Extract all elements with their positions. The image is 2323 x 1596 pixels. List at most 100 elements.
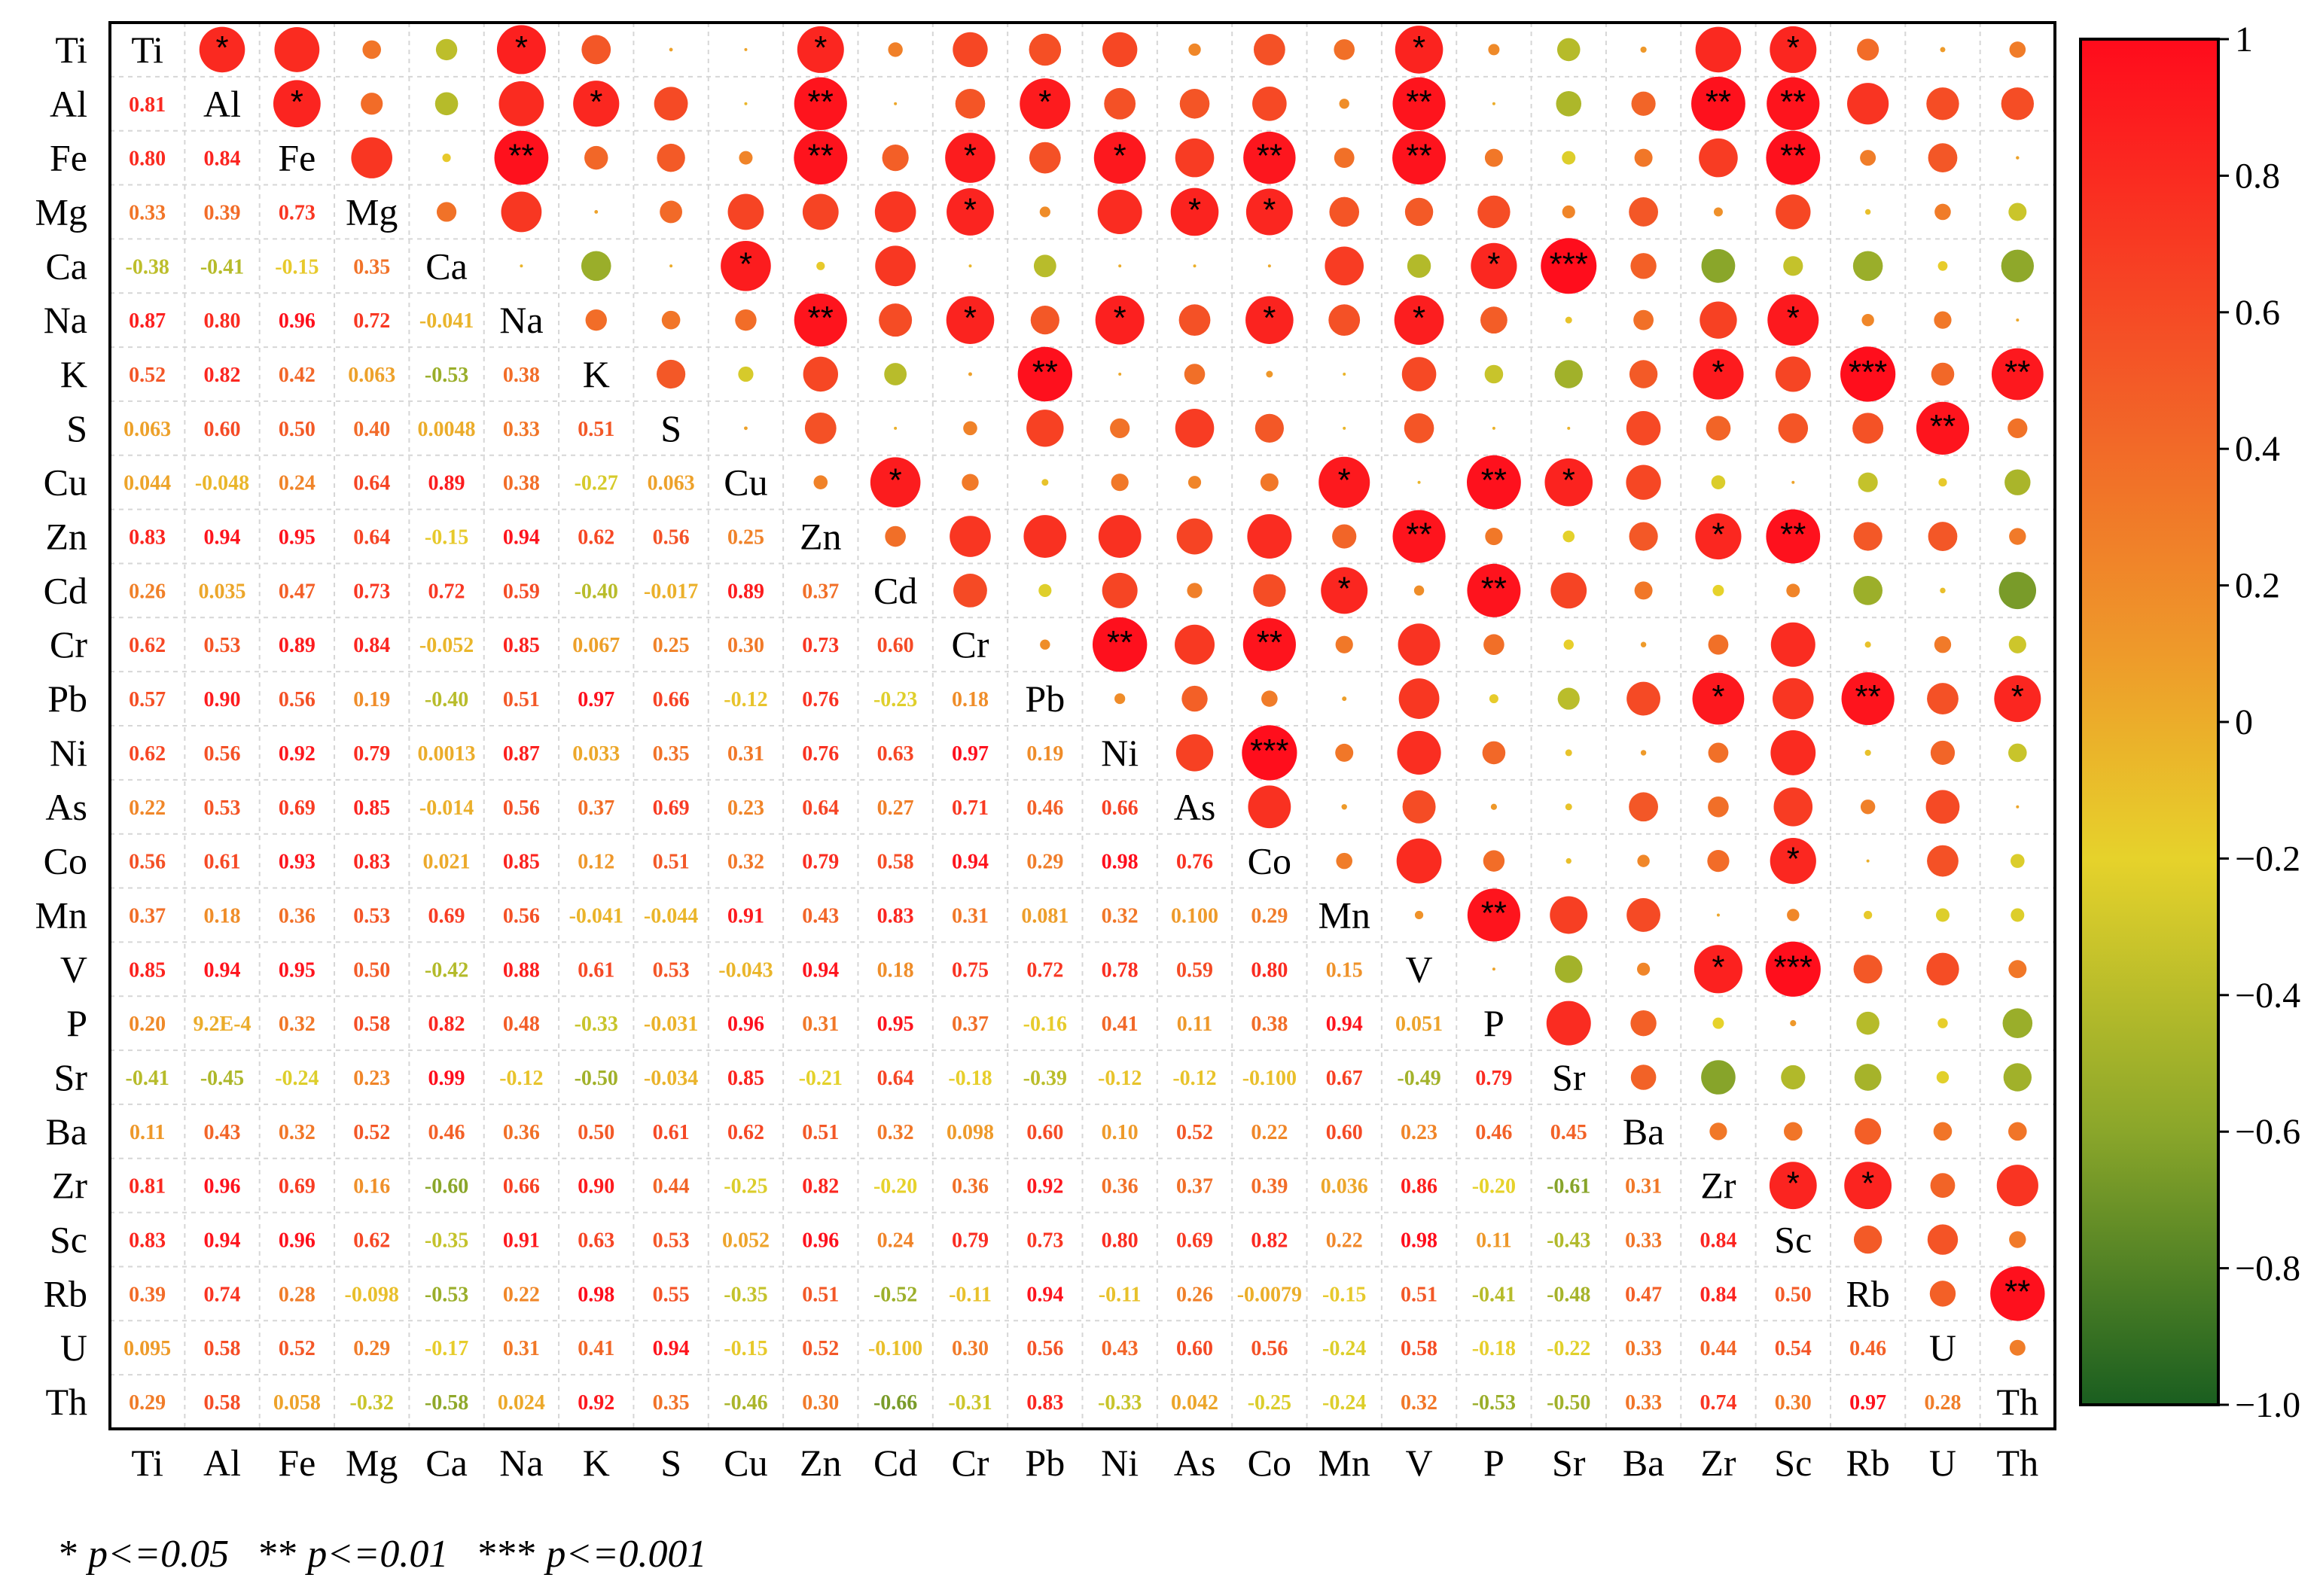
coef-label: 0.53 <box>653 1229 690 1253</box>
significance-mark: * <box>1263 300 1276 337</box>
coef-circle <box>1790 1020 1797 1027</box>
x-tick-label-ba: Ba <box>1623 1442 1665 1484</box>
coef-circle <box>656 359 686 389</box>
significance-mark: * <box>1188 191 1201 228</box>
coef-label: 0.11 <box>1476 1229 1511 1253</box>
coef-label: 0.37 <box>578 796 614 820</box>
coef-circle <box>1328 304 1361 337</box>
coef-circle <box>1467 563 1521 617</box>
significance-mark: * <box>1712 516 1724 553</box>
coef-label: -0.53 <box>425 1283 468 1306</box>
coef-label: -0.33 <box>1098 1391 1142 1415</box>
coef-circle <box>1937 260 1948 271</box>
coef-label: -0.40 <box>425 688 468 711</box>
diagonal-label-co: Co <box>1248 840 1291 882</box>
coef-circle <box>1854 1064 1882 1091</box>
coef-label: 0.021 <box>423 851 471 874</box>
coef-circle <box>794 77 847 130</box>
significance-mark: ** <box>1481 894 1507 931</box>
coef-label: 0.11 <box>130 1121 165 1144</box>
coef-circle <box>2008 960 2027 979</box>
coef-label: 0.47 <box>1625 1283 1662 1306</box>
coef-label: 0.58 <box>204 1391 241 1415</box>
legend-p3-text: p<=0.001 <box>546 1533 707 1576</box>
coef-circle <box>1933 1122 1953 1141</box>
coef-circle <box>1630 1010 1657 1037</box>
legend-p1-text: p<=0.05 <box>88 1533 230 1576</box>
coef-circle <box>1040 639 1050 650</box>
coef-label: -0.46 <box>724 1391 767 1415</box>
coef-circle <box>436 202 457 222</box>
coef-label: -0.100 <box>1242 1067 1297 1090</box>
coef-circle <box>2001 87 2035 120</box>
coef-circle <box>1245 188 1293 236</box>
coef-label: -0.098 <box>345 1283 399 1306</box>
coef-circle <box>1765 941 1821 997</box>
significance-mark: ** <box>808 300 834 337</box>
coef-label: 0.93 <box>279 851 316 874</box>
coef-label: -0.35 <box>724 1283 767 1306</box>
coef-circle <box>1695 26 1742 73</box>
coef-circle <box>1565 857 1572 864</box>
coef-label: 0.063 <box>123 418 171 441</box>
coef-circle <box>1334 148 1355 169</box>
coef-circle <box>573 81 620 127</box>
coef-circle <box>1928 522 1958 551</box>
coef-label: 0.36 <box>279 904 316 927</box>
coef-label: 0.50 <box>1775 1283 1812 1306</box>
coef-label: 0.71 <box>952 796 989 820</box>
diagonal-label-mn: Mn <box>1318 894 1370 936</box>
coef-label: 0.98 <box>1102 851 1139 874</box>
coef-label: 0.25 <box>727 526 764 550</box>
coef-label: 0.85 <box>129 958 166 982</box>
significance-mark: *** <box>1849 354 1887 391</box>
coef-label: 0.036 <box>1321 1175 1368 1199</box>
coef-circle <box>1038 583 1052 597</box>
coef-label: 0.92 <box>578 1391 614 1415</box>
coef-circle <box>1629 360 1658 388</box>
coef-label: 0.42 <box>279 364 316 387</box>
coef-circle <box>1176 518 1213 555</box>
coef-circle <box>1858 472 1878 492</box>
coef-circle <box>1630 253 1657 279</box>
coef-circle <box>1483 634 1504 656</box>
coef-circle <box>1114 693 1126 705</box>
significance-mark: ** <box>1406 84 1431 120</box>
diagonal-label-th: Th <box>1997 1381 2039 1423</box>
y-tick-label-ti: Ti <box>55 29 87 71</box>
coef-label: 0.35 <box>653 1391 690 1415</box>
coef-label: -0.49 <box>1397 1067 1440 1090</box>
coef-circle <box>1861 313 1874 327</box>
coef-label: 0.84 <box>1700 1229 1736 1253</box>
coef-circle <box>1556 38 1581 62</box>
coef-label: -0.044 <box>644 904 698 927</box>
coef-circle <box>1033 254 1056 278</box>
coef-circle <box>1864 641 1871 648</box>
significance-mark: * <box>1787 300 1800 337</box>
coef-circle <box>1996 1165 2038 1207</box>
coef-label: 0.94 <box>204 1229 241 1253</box>
coef-label: 0.23 <box>1401 1121 1437 1144</box>
matrix-cells: Ti Al 0.81 * Fe 0.80 0.84 * Mg 0.33 0.39 0.73 Ca -0.3… <box>123 25 2045 1423</box>
coef-circle <box>1325 246 1364 286</box>
coef-circle <box>494 130 549 185</box>
coef-circle <box>1770 26 1817 73</box>
coef-circle <box>1938 478 1947 487</box>
coef-circle <box>1402 790 1436 824</box>
coef-label: 0.58 <box>353 1013 390 1036</box>
coef-label: -0.15 <box>425 526 468 550</box>
coef-label: 0.042 <box>1171 1391 1218 1415</box>
coef-label: 0.51 <box>802 1121 839 1144</box>
coef-circle <box>1565 316 1572 324</box>
coef-label: 0.33 <box>1625 1391 1662 1415</box>
coef-label: -0.11 <box>1099 1283 1142 1306</box>
coef-label: 0.37 <box>1176 1175 1213 1199</box>
y-tick-label-as: As <box>45 786 87 828</box>
coef-label: 0.62 <box>129 742 166 766</box>
coef-circle <box>435 38 458 61</box>
coef-circle <box>1396 838 1442 884</box>
coef-label: 0.96 <box>727 1013 764 1036</box>
coef-circle <box>1990 1266 2045 1321</box>
coef-circle <box>968 372 972 376</box>
coef-circle <box>1847 83 1889 125</box>
